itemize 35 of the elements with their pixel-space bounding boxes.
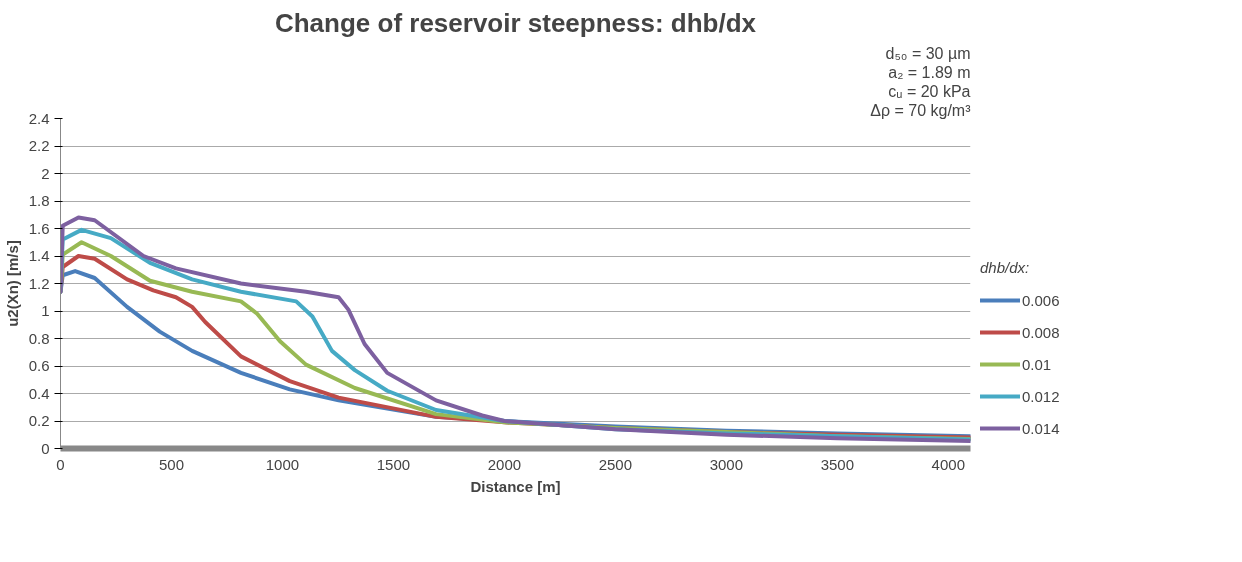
y-tick-label: 2.4 — [28, 109, 50, 127]
x-tick-label: 1000 — [265, 455, 300, 473]
y-tick-label: 1.6 — [28, 219, 50, 237]
y-tick-label: 2 — [41, 164, 50, 182]
legend-title: dhb/dx: — [980, 259, 1031, 276]
y-tick-label: 0.2 — [28, 412, 50, 429]
y-tick-label: 2.2 — [28, 137, 50, 154]
y-tick-label: 0 — [41, 439, 50, 457]
y-tick-label: 1.2 — [28, 274, 50, 292]
y-axis-title: u2(Xn) [m/s] — [3, 240, 21, 327]
chart-title: Change of reservoir steepness: dhb/dx — [274, 7, 757, 38]
text: d₅₀ = 30 µm — [885, 44, 971, 62]
text: cᵤ = 20 kPa — [888, 82, 971, 100]
x-tick-label: 3000 — [709, 455, 744, 473]
legend-label: 0.008 — [1022, 323, 1060, 341]
x-tick-label: 2500 — [598, 455, 633, 473]
legend-label: 0.012 — [1022, 387, 1060, 405]
text: Δρ = 70 kg/m³ — [870, 101, 972, 119]
y-tick-label: 1.4 — [28, 247, 50, 264]
x-tick-label: 0 — [56, 455, 65, 473]
legend-label: 0.01 — [1022, 355, 1052, 373]
x-tick-label: 500 — [158, 455, 184, 473]
y-tick-label: 0.4 — [28, 384, 50, 402]
y-tick-label: 1 — [41, 302, 50, 319]
y-tick-label: 0.8 — [28, 329, 50, 347]
x-tick-label: 1500 — [376, 455, 411, 473]
x-tick-label: 3500 — [820, 455, 855, 473]
legend-label: 0.014 — [1022, 419, 1060, 437]
x-tick-label: 4000 — [931, 455, 965, 473]
y-tick-label: 1.8 — [28, 192, 50, 209]
legend-label: 0.006 — [1022, 291, 1060, 309]
y-tick-label: 0.6 — [28, 357, 50, 374]
text: a₂ = 1.89 m — [888, 63, 971, 81]
x-axis-title: Distance [m] — [470, 477, 561, 495]
x-tick-label: 2000 — [487, 455, 522, 473]
